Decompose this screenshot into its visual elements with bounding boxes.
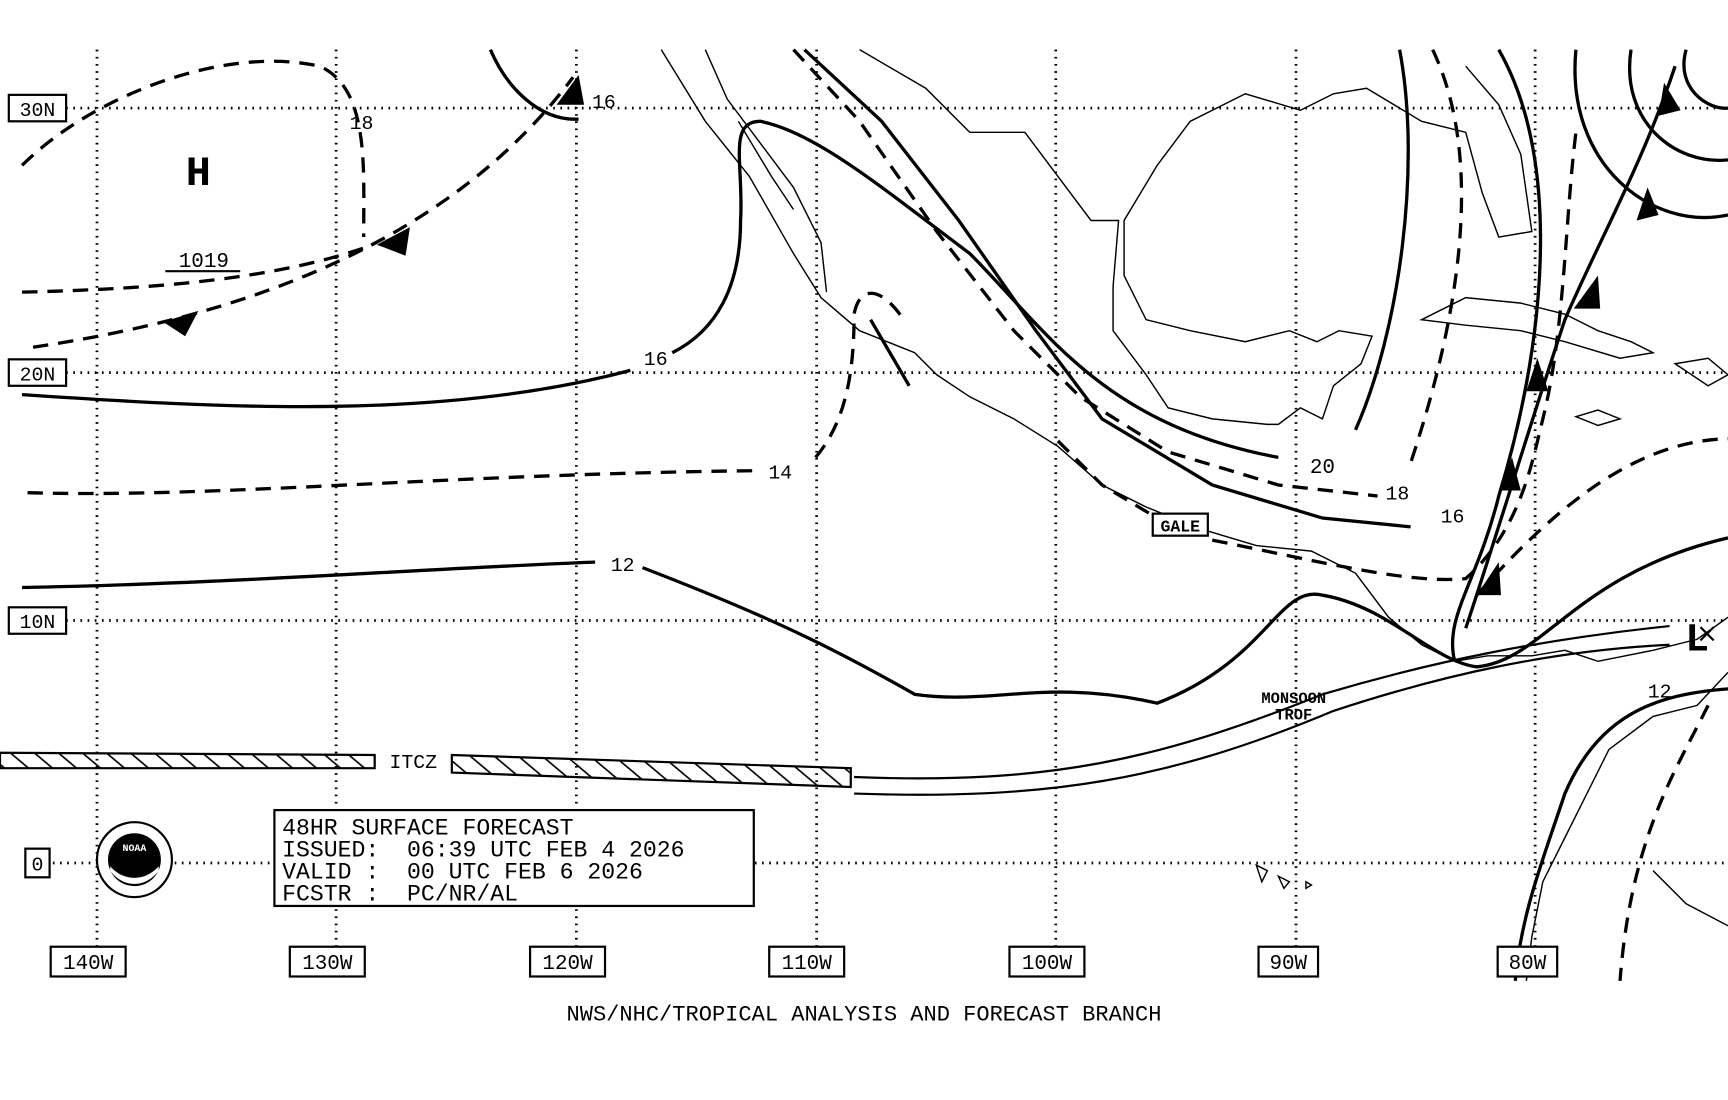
label-box — [1257, 945, 1320, 978]
isobar — [1409, 48, 1464, 464]
longitude-label: 140W — [63, 953, 114, 976]
longitude-labels: 140W 130W 120W 110W 100W 90W 80W — [49, 945, 1559, 978]
forecast-line: ISSUED: 06:39 UTC FEB 4 2026 — [282, 837, 684, 863]
isobar-label: 12 — [611, 554, 635, 577]
longitude-label: 90W — [1269, 953, 1307, 976]
longitude-label: 80W — [1509, 953, 1547, 976]
itcz-band — [0, 751, 376, 770]
label-box — [768, 945, 846, 978]
itcz-band — [450, 753, 852, 789]
coastlines — [660, 49, 1728, 981]
forecast-line: 48HR SURFACE FORECAST — [282, 815, 574, 841]
gale-label: GALE — [1160, 517, 1200, 536]
front-barbs — [163, 75, 585, 337]
label-box — [1496, 945, 1559, 978]
isobar-20 — [792, 48, 1378, 498]
isobar-label: 18 — [350, 112, 374, 135]
longitude-label: 110W — [782, 953, 833, 976]
isobar-18 — [20, 59, 366, 238]
isobar-label: 14 — [768, 461, 792, 484]
label-box — [528, 945, 607, 978]
isobar-14 — [27, 291, 906, 496]
logo-wave — [110, 866, 159, 884]
isobar-18 — [803, 48, 1411, 529]
isobar-label: 16 — [592, 91, 616, 114]
logo-disc — [108, 833, 161, 887]
high-symbol: H — [186, 150, 211, 198]
fronts — [32, 65, 1681, 629]
isobars — [20, 48, 1728, 982]
pacific-coast — [660, 49, 1728, 663]
islands — [1573, 357, 1728, 427]
latitude-labels: 30N 20N 10N 0 — [7, 93, 68, 879]
longitude-label: 100W — [1022, 953, 1073, 976]
label-box — [7, 358, 68, 387]
monsoon-label: TROF — [1275, 707, 1312, 725]
cold-front — [1464, 65, 1677, 629]
isobar-label: 16 — [644, 348, 668, 371]
label-box — [24, 847, 51, 879]
isobar — [1450, 48, 1543, 662]
cold-front — [32, 76, 575, 349]
low-center — [1699, 626, 1715, 642]
isobar-label: 18 — [1385, 482, 1409, 505]
isobar-label: 12 — [1648, 681, 1672, 704]
front-barbs — [1476, 82, 1681, 596]
longitude-label: 130W — [302, 953, 353, 976]
latitude-label: 10N — [20, 611, 56, 634]
noaa-logo: NOAA — [95, 821, 174, 899]
itcz — [0, 624, 1670, 796]
label-box — [7, 606, 68, 635]
labels: H 1019 18 16 16 14 12 20 18 16 12 GALE I… — [165, 91, 1715, 774]
isobar-12 — [22, 536, 1728, 705]
latitude-label: 20N — [20, 363, 56, 386]
isobar — [1353, 49, 1410, 431]
isobar-label: 20 — [1310, 457, 1335, 480]
isobar-16 — [21, 119, 1279, 460]
monsoon-trough — [854, 624, 1670, 796]
forecast-line: VALID : 00 UTC FEB 6 2026 — [282, 859, 643, 885]
logo-text: NOAA — [123, 843, 147, 854]
latitude-label: 30N — [20, 99, 56, 122]
south-america-coast — [1525, 671, 1728, 981]
forecast-box: 48HR SURFACE FORECAST ISSUED: 06:39 UTC … — [273, 808, 755, 908]
gale-box — [1151, 512, 1209, 537]
footer: NWS/NHC/TROPICAL ANALYSIS AND FORECAST B… — [567, 1003, 1162, 1028]
isobar-label: 16 — [1441, 505, 1465, 528]
isobar — [1618, 704, 1710, 982]
monsoon-label: MONSOON — [1261, 690, 1326, 708]
label-box — [7, 93, 68, 123]
low-symbol: L — [1685, 617, 1709, 662]
forecast-frame — [273, 808, 755, 908]
label-box — [49, 945, 127, 978]
label-box — [288, 945, 366, 978]
latitude-label: 0 — [32, 854, 44, 877]
cuba — [1419, 296, 1656, 359]
isobar-12 — [1513, 687, 1728, 982]
longitude-label: 120W — [542, 953, 593, 976]
grid — [52, 49, 1728, 948]
galapagos — [1255, 863, 1313, 890]
high-pressure: 1019 — [179, 251, 229, 274]
baja-california — [704, 49, 828, 293]
isobar-16 — [488, 49, 579, 121]
label-box — [1008, 945, 1086, 978]
isobar-16 — [1056, 132, 1578, 582]
itcz-label: ITCZ — [389, 751, 437, 774]
forecast-line: FCSTR : PC/NR/AL — [282, 881, 518, 907]
isobar — [1475, 437, 1728, 597]
gulf-of-mexico-coast — [859, 49, 1533, 426]
isobar-18 — [22, 246, 365, 294]
isobar — [1573, 49, 1728, 220]
